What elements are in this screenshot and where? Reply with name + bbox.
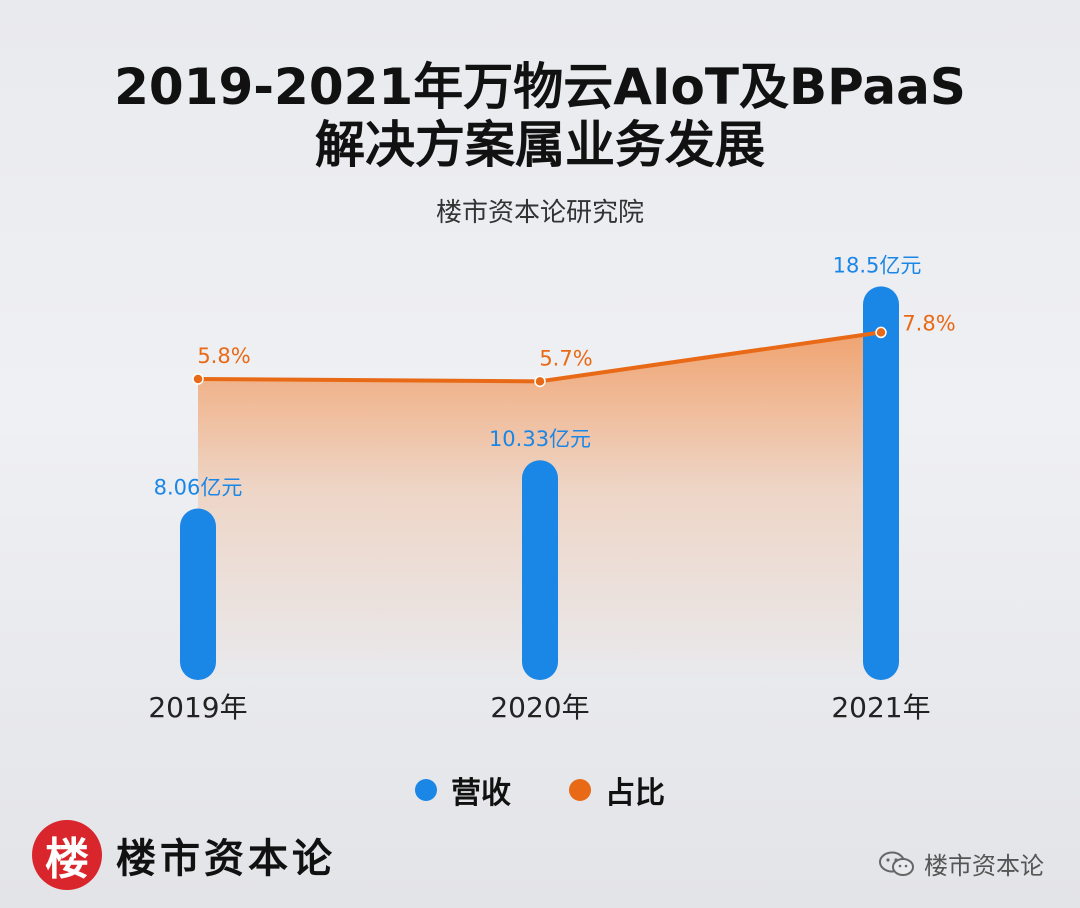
brand-logo: 楼 (32, 820, 102, 890)
share-value-label: 5.8% (197, 344, 250, 368)
legend-item-share: 占比 (569, 768, 665, 812)
bar-value-label: 18.5亿元 (833, 253, 922, 277)
bar-value-label: 10.33亿元 (489, 427, 591, 451)
legend-label-revenue: 营收 (451, 776, 511, 811)
share-point (875, 326, 887, 339)
legend-item-revenue: 营收 (415, 768, 511, 812)
share-value-label: 5.7% (539, 346, 592, 370)
x-tick-label: 2020年 (490, 691, 589, 724)
bar-revenue-2021年 (863, 286, 899, 680)
chart-legend: 营收 占比 (0, 768, 1080, 812)
legend-swatch-revenue (415, 779, 437, 801)
chart-title-line-1: 2019-2021年万物云AIoT及BPaaS (114, 58, 966, 116)
brand-name: 楼市资本论 (116, 836, 336, 882)
share-value-label: 7.8% (902, 311, 955, 335)
bar-value-label: 8.06亿元 (154, 476, 243, 500)
chart-subtitle: 楼市资本论研究院 (435, 198, 644, 228)
x-tick-label: 2019年 (148, 691, 247, 724)
watermark-text: 楼市资本论 (924, 852, 1044, 880)
bar-revenue-2019年 (180, 508, 216, 680)
x-tick-label: 2021年 (831, 691, 930, 724)
brand-logo-block: 楼 楼市资本论 (32, 820, 336, 890)
chart-title-line-2: 解决方案属业务发展 (315, 116, 765, 174)
legend-label-share: 占比 (605, 776, 665, 811)
share-point (192, 373, 204, 385)
bar-revenue-2020年 (522, 460, 558, 680)
watermark: 楼市资本论 (878, 846, 1044, 881)
share-point (534, 375, 546, 388)
legend-swatch-share (569, 779, 591, 801)
wechat-icon (879, 851, 914, 876)
